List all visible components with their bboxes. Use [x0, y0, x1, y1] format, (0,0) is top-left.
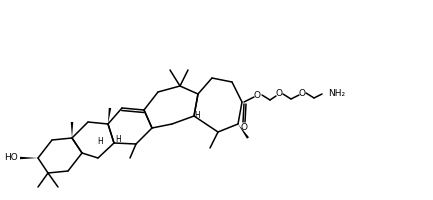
Text: H: H — [97, 138, 103, 146]
Text: O: O — [298, 88, 306, 98]
Polygon shape — [71, 122, 73, 138]
Text: H: H — [115, 136, 121, 144]
Polygon shape — [108, 108, 111, 124]
Text: O: O — [275, 90, 282, 98]
Text: NH₂: NH₂ — [328, 88, 345, 98]
Text: HO: HO — [4, 154, 18, 162]
Text: H: H — [194, 112, 200, 120]
Polygon shape — [20, 157, 38, 159]
Text: O: O — [240, 122, 248, 132]
Polygon shape — [238, 124, 249, 139]
Text: O: O — [253, 90, 261, 99]
